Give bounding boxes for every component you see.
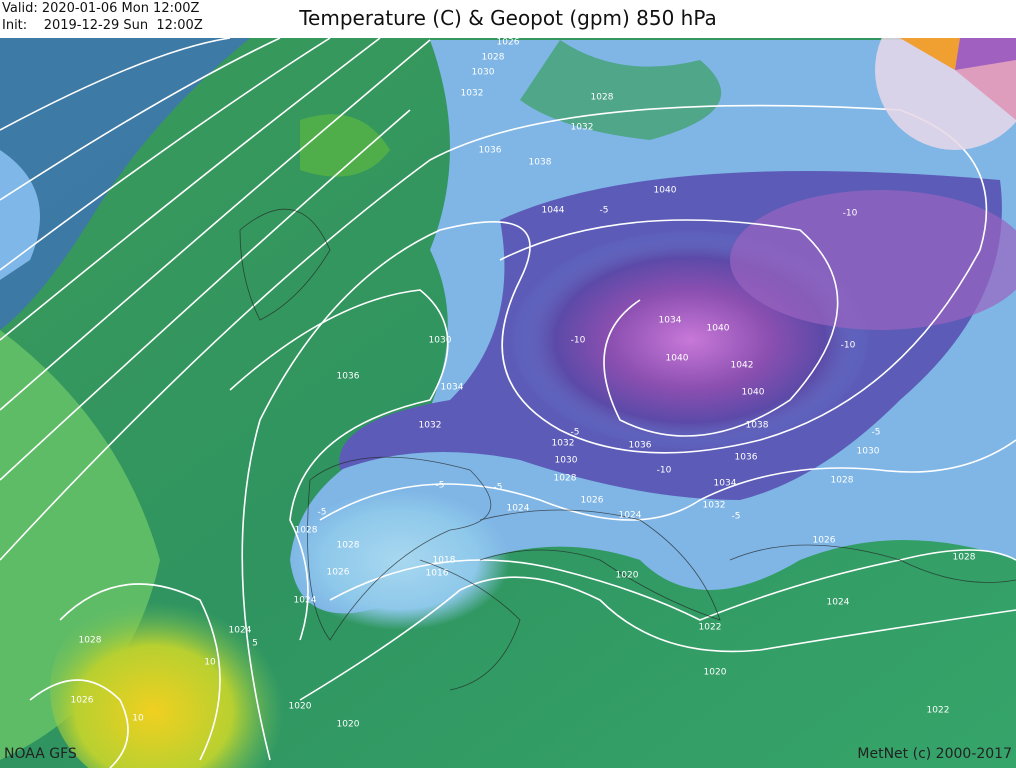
isobar-label: 1026 <box>327 568 350 578</box>
isobar-label: 1020 <box>704 668 727 678</box>
isobar-label: 1026 <box>497 38 520 48</box>
isobar-label: 1026 <box>813 536 836 546</box>
isobar-label: 1024 <box>229 626 252 636</box>
isotherm-label: -5 <box>872 428 881 438</box>
isotherm-label: -10 <box>657 466 672 476</box>
isobar-label: 1034 <box>441 383 464 393</box>
isotherm-label: -10 <box>571 336 586 346</box>
isobar-label: 1032 <box>419 421 442 431</box>
isobar-label: 1028 <box>482 53 505 63</box>
isotherm-label: -5 <box>318 508 327 518</box>
isobar-label: 1030 <box>429 336 452 346</box>
isobar-label: 1038 <box>529 158 552 168</box>
coastlines <box>239 208 1016 691</box>
isobar-label: 1024 <box>619 511 642 521</box>
isobar-label: 1030 <box>472 68 495 78</box>
isobar-label: 1020 <box>289 702 312 712</box>
map: 1026 1028 1030 1032 1028 1032 1036 1038 1040 1044… <box>0 38 1016 768</box>
color-legend <box>875 38 1016 150</box>
isobar-label: 1022 <box>699 623 722 633</box>
isobar-label: 1018 <box>433 556 456 566</box>
isotherm-label: -5 <box>600 206 609 216</box>
isotherm-label: -10 <box>843 209 858 219</box>
isobar-label: 1034 <box>714 479 737 489</box>
isotherm-label: -5 <box>571 428 580 438</box>
isobar-label: 1024 <box>294 596 317 606</box>
source-label: NOAA GFS <box>4 746 77 762</box>
isotherm-label: -10 <box>841 341 856 351</box>
isobar-label: 1016 <box>426 569 449 579</box>
isobar-label: 1036 <box>337 372 360 382</box>
isobar-label: 1030 <box>857 447 880 457</box>
isotherm-label: 5 <box>252 639 258 649</box>
cold-core-east <box>730 190 1016 330</box>
isotherm-label: 10 <box>204 658 216 668</box>
isobar-label: 1024 <box>507 504 530 514</box>
isotherm-label: 10 <box>132 714 144 724</box>
isotherm-label: -5 <box>494 483 503 493</box>
isobar-label: 1040 <box>666 354 689 364</box>
isobar-label: 1036 <box>735 453 758 463</box>
isobar-label: 1044 <box>542 206 565 216</box>
isobar-label: 1028 <box>554 474 577 484</box>
green-north <box>520 40 722 140</box>
isobar-label: 1034 <box>659 316 682 326</box>
isobar-label: 1040 <box>707 324 730 334</box>
contours <box>0 38 1016 768</box>
isobar-labels: 1026 1028 1030 1032 1028 1032 1036 1038 1040 1044… <box>71 38 976 730</box>
isobar-label: 1042 <box>731 361 754 371</box>
warm-area <box>50 580 310 768</box>
green-isles <box>300 114 390 177</box>
isobar-label: 1028 <box>591 93 614 103</box>
isobar-label: 1028 <box>79 636 102 646</box>
isobar-label: 1028 <box>295 526 318 536</box>
isobar-label: 1028 <box>831 476 854 486</box>
isobar-label: 1028 <box>337 541 360 551</box>
init-time: Init: 2019-12-29 Sun 12:00Z <box>2 18 203 33</box>
isobar-label: 1026 <box>581 496 604 506</box>
isotherm-label: -5 <box>436 481 445 491</box>
map-title: Temperature (C) & Geopot (gpm) 850 hPa <box>299 6 717 30</box>
isobar-label: 1020 <box>616 571 639 581</box>
isobar-label: 1032 <box>571 123 594 133</box>
isobar-label: 1032 <box>461 89 484 99</box>
isotherm-label: -5 <box>732 512 741 522</box>
isobar-label: 1032 <box>703 501 726 511</box>
valid-time: Valid: 2020-01-06 Mon 12:00Z <box>2 1 200 16</box>
isobar-label: 1022 <box>927 706 950 716</box>
isobar-label: 1040 <box>654 186 677 196</box>
cold-northwest <box>0 38 250 330</box>
isobar-label: 1036 <box>629 441 652 451</box>
isotherm-labels: -5 -10 -10 -10 -5 -5 -5 -5 -10 -5 10 10 5 -5 <box>132 206 880 724</box>
isobar-label: 1036 <box>479 146 502 156</box>
isobar-label: 1030 <box>555 456 578 466</box>
isobar-label: 1038 <box>746 421 769 431</box>
isobar-label: 1028 <box>953 553 976 563</box>
isobar-label: 1024 <box>827 598 850 608</box>
isobar-label: 1040 <box>742 388 765 398</box>
isobar-label: 1032 <box>552 439 575 449</box>
isobar-label: 1026 <box>71 696 94 706</box>
isobar-label: 1020 <box>337 720 360 730</box>
credit-label: MetNet (c) 2000-2017 <box>857 746 1012 762</box>
